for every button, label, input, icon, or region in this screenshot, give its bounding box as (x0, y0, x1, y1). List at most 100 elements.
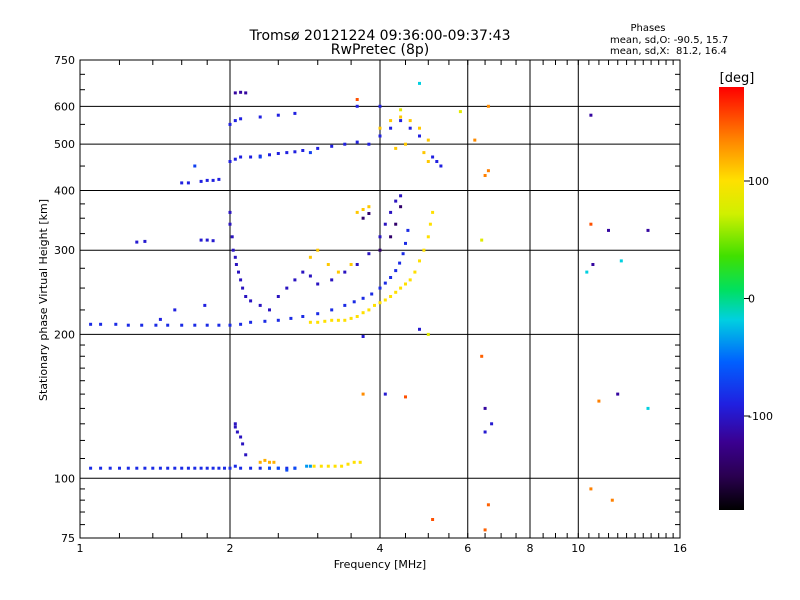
data-point (585, 270, 589, 274)
data-point (118, 466, 121, 470)
data-point (389, 126, 393, 130)
data-point (422, 151, 426, 155)
data-point (293, 466, 297, 470)
data-point (186, 466, 190, 470)
data-point (237, 270, 240, 274)
data-point (404, 282, 407, 286)
y-tick-label: 75 (61, 532, 75, 545)
data-point (217, 466, 221, 470)
data-point (154, 323, 158, 327)
data-point (276, 113, 280, 117)
data-point (228, 122, 232, 126)
colorbar (719, 87, 744, 510)
data-point (151, 466, 155, 470)
colorbar-ticks: 100 0 -100 (744, 175, 773, 423)
data-point (158, 466, 162, 470)
data-point (186, 181, 190, 185)
data-point (217, 177, 221, 181)
data-point (343, 303, 347, 307)
data-point (399, 194, 403, 198)
data-point (301, 315, 305, 318)
data-point (404, 142, 407, 146)
data-point (217, 323, 221, 327)
data-point (276, 466, 280, 470)
data-point (316, 312, 320, 316)
y-tick-label: 600 (54, 100, 75, 113)
x-tick-label: 10 (571, 542, 585, 555)
data-point (228, 323, 232, 327)
data-point (258, 115, 262, 119)
data-point (646, 228, 650, 232)
data-point (426, 332, 430, 336)
data-point (343, 270, 347, 274)
x-tick-label: 8 (527, 542, 534, 555)
data-point (383, 298, 387, 302)
data-point (308, 464, 312, 468)
data-point (370, 292, 374, 296)
data-point (378, 235, 382, 239)
data-point (367, 308, 371, 312)
data-point (140, 323, 144, 327)
data-point (361, 296, 365, 300)
x-tick-label: 6 (464, 542, 471, 555)
data-point (336, 270, 340, 274)
data-point (244, 91, 248, 95)
data-point (249, 466, 253, 470)
data-point (398, 261, 402, 265)
data-point (205, 238, 209, 242)
data-point (228, 210, 232, 214)
phases-heading: Phases (630, 23, 665, 34)
data-point (480, 354, 484, 358)
data-point (293, 111, 297, 115)
data-point (435, 160, 439, 163)
data-point (173, 466, 177, 470)
data-point (305, 464, 309, 468)
y-tick-labels: 75 100 200 300 400 500 600 750 (54, 54, 75, 545)
data-point (205, 323, 209, 327)
data-point (378, 134, 382, 138)
data-point (418, 81, 421, 85)
data-point (352, 300, 356, 304)
data-point (308, 151, 312, 155)
data-point (355, 263, 359, 266)
data-point (239, 90, 243, 94)
data-point (355, 210, 359, 214)
chart-title: Tromsø 20121224 09:36:00-09:37:43 (249, 28, 511, 44)
data-point (135, 240, 139, 244)
data-point (367, 205, 371, 209)
data-point (394, 222, 398, 226)
chart-subtitle: RwPretec (8p) (331, 42, 429, 58)
data-point (399, 115, 403, 119)
data-point (399, 119, 403, 123)
y-tick-label: 500 (54, 138, 75, 151)
data-point (158, 317, 162, 321)
data-point (99, 322, 103, 326)
data-point (418, 327, 421, 331)
data-point (591, 263, 595, 266)
colorbar-label: [deg] (720, 71, 755, 86)
data-point (308, 274, 312, 278)
data-point (330, 308, 334, 312)
data-point (126, 323, 130, 327)
data-point (263, 458, 267, 462)
data-point (378, 301, 382, 305)
data-point (268, 308, 271, 312)
data-point (589, 222, 593, 226)
data-point (308, 320, 312, 324)
data-point (143, 466, 147, 470)
data-point (316, 282, 320, 286)
data-point (89, 322, 93, 326)
x-tick-label: 4 (377, 542, 384, 555)
data-point (352, 460, 356, 464)
data-point (340, 464, 344, 468)
data-point (389, 295, 393, 298)
data-point (135, 466, 139, 470)
data-point (258, 466, 262, 470)
data-point (312, 464, 316, 468)
data-point (223, 466, 226, 470)
y-axis-label: Stationary phase Virtual Height [km] (37, 199, 50, 401)
data-point (361, 216, 365, 220)
data-point (394, 199, 398, 203)
data-point (211, 466, 215, 470)
